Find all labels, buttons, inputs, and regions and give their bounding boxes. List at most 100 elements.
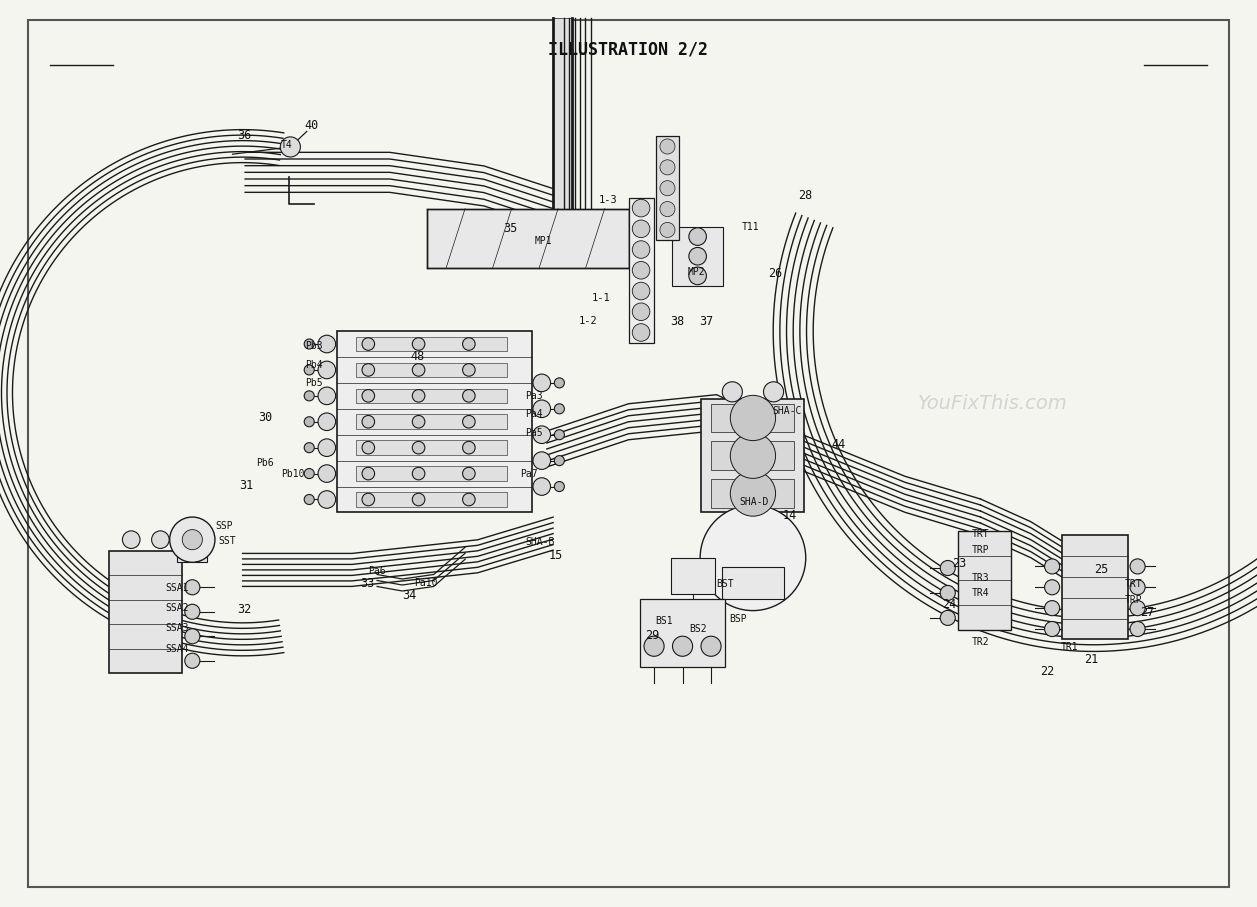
Bar bbox=[356, 336, 507, 351]
Circle shape bbox=[1045, 580, 1060, 595]
Bar bbox=[109, 551, 182, 673]
Text: TR4: TR4 bbox=[972, 588, 989, 599]
Circle shape bbox=[554, 455, 564, 465]
Circle shape bbox=[463, 493, 475, 506]
Text: 44: 44 bbox=[831, 438, 846, 451]
Bar bbox=[427, 209, 628, 268]
Bar bbox=[356, 388, 507, 403]
Circle shape bbox=[533, 400, 551, 417]
Text: 32: 32 bbox=[236, 603, 251, 616]
Circle shape bbox=[463, 389, 475, 402]
Circle shape bbox=[632, 261, 650, 279]
Text: 21: 21 bbox=[1084, 653, 1099, 666]
Bar bbox=[356, 363, 507, 377]
Circle shape bbox=[1130, 600, 1145, 616]
Text: SSA4: SSA4 bbox=[166, 643, 189, 654]
Text: ILLUSTRATION 2/2: ILLUSTRATION 2/2 bbox=[548, 41, 709, 59]
Circle shape bbox=[362, 442, 375, 454]
Circle shape bbox=[763, 382, 783, 402]
Circle shape bbox=[940, 585, 955, 600]
Circle shape bbox=[362, 467, 375, 480]
Bar bbox=[672, 227, 723, 286]
Text: MP1: MP1 bbox=[534, 236, 552, 247]
Circle shape bbox=[362, 337, 375, 350]
Text: Pa10: Pa10 bbox=[415, 578, 437, 589]
Bar bbox=[671, 558, 715, 594]
Circle shape bbox=[463, 415, 475, 428]
Text: 31: 31 bbox=[239, 479, 254, 492]
Circle shape bbox=[152, 531, 170, 549]
Text: SSP: SSP bbox=[215, 521, 233, 532]
Circle shape bbox=[533, 452, 551, 470]
Text: Pb3: Pb3 bbox=[305, 341, 323, 352]
Circle shape bbox=[170, 517, 215, 562]
Circle shape bbox=[304, 443, 314, 453]
Circle shape bbox=[723, 382, 743, 402]
Text: SHA-D: SHA-D bbox=[739, 496, 769, 507]
Text: 35: 35 bbox=[503, 222, 518, 235]
Circle shape bbox=[700, 505, 806, 610]
Circle shape bbox=[362, 493, 375, 506]
Circle shape bbox=[1130, 580, 1145, 595]
Circle shape bbox=[185, 629, 200, 644]
Circle shape bbox=[644, 636, 664, 657]
Circle shape bbox=[318, 413, 336, 431]
Text: Pb5: Pb5 bbox=[305, 377, 323, 388]
Text: 27: 27 bbox=[1140, 606, 1155, 619]
Text: BST: BST bbox=[716, 579, 734, 590]
Text: 1-1: 1-1 bbox=[592, 293, 610, 304]
Circle shape bbox=[554, 482, 564, 492]
Bar bbox=[656, 136, 679, 240]
Bar bbox=[1062, 535, 1128, 639]
Circle shape bbox=[122, 531, 140, 549]
Circle shape bbox=[660, 222, 675, 238]
Bar bbox=[711, 479, 794, 508]
Bar bbox=[628, 198, 654, 343]
Circle shape bbox=[672, 636, 693, 657]
Circle shape bbox=[1045, 600, 1060, 616]
Text: 40: 40 bbox=[304, 119, 319, 132]
Text: Pa6: Pa6 bbox=[368, 566, 386, 577]
Bar bbox=[722, 567, 784, 599]
Circle shape bbox=[701, 636, 722, 657]
Circle shape bbox=[412, 493, 425, 506]
Circle shape bbox=[318, 387, 336, 405]
Bar bbox=[701, 399, 804, 512]
Text: 34: 34 bbox=[402, 590, 417, 602]
Circle shape bbox=[318, 464, 336, 483]
Text: 24: 24 bbox=[941, 599, 957, 611]
Circle shape bbox=[730, 434, 776, 478]
Circle shape bbox=[632, 324, 650, 341]
Circle shape bbox=[185, 580, 200, 595]
Text: 1-2: 1-2 bbox=[579, 316, 597, 327]
Circle shape bbox=[185, 604, 200, 619]
Bar bbox=[958, 531, 1011, 630]
Circle shape bbox=[533, 374, 551, 392]
Bar bbox=[640, 599, 725, 667]
Text: Pa5: Pa5 bbox=[525, 427, 543, 438]
Circle shape bbox=[362, 364, 375, 376]
Text: 25: 25 bbox=[1094, 563, 1109, 576]
Circle shape bbox=[280, 137, 300, 157]
Circle shape bbox=[940, 561, 955, 576]
Circle shape bbox=[1045, 621, 1060, 637]
Circle shape bbox=[554, 430, 564, 440]
Text: 37: 37 bbox=[699, 316, 714, 328]
Circle shape bbox=[689, 248, 706, 265]
Text: 36: 36 bbox=[236, 129, 251, 141]
Text: BS2: BS2 bbox=[689, 623, 706, 634]
Text: 23: 23 bbox=[952, 557, 967, 570]
Text: TR2: TR2 bbox=[972, 637, 989, 648]
Circle shape bbox=[304, 339, 314, 349]
Text: TR1: TR1 bbox=[1061, 641, 1079, 652]
Text: Pb10: Pb10 bbox=[282, 469, 304, 480]
Text: SSA1: SSA1 bbox=[166, 582, 189, 593]
Circle shape bbox=[1130, 621, 1145, 637]
Text: TRT: TRT bbox=[972, 529, 989, 540]
Circle shape bbox=[660, 160, 675, 175]
Bar bbox=[711, 442, 794, 470]
Text: 1-3: 1-3 bbox=[600, 194, 617, 205]
Circle shape bbox=[463, 442, 475, 454]
Circle shape bbox=[362, 389, 375, 402]
Circle shape bbox=[412, 467, 425, 480]
